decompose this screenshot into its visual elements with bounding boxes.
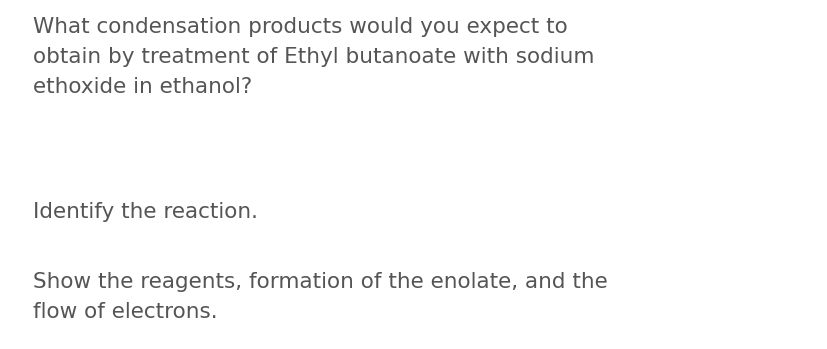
Text: Identify the reaction.: Identify the reaction. (33, 202, 258, 222)
Text: Show the reagents, formation of the enolate, and the
flow of electrons.: Show the reagents, formation of the enol… (33, 272, 607, 322)
Text: What condensation products would you expect to
obtain by treatment of Ethyl buta: What condensation products would you exp… (33, 17, 594, 97)
